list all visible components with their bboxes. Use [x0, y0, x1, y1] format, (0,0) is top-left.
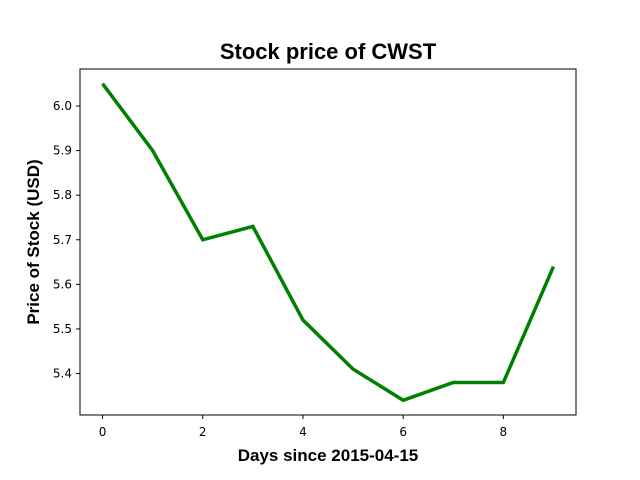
series-layer [101, 82, 556, 403]
x-axis-label: Days since 2015-04-15 [238, 446, 419, 465]
y-tick-label: 5.8 [53, 188, 72, 202]
x-tick-label: 0 [99, 425, 107, 439]
y-tick-label: 6.0 [53, 99, 72, 113]
price-line [101, 82, 556, 403]
y-tick-label: 5.5 [53, 322, 72, 336]
y-tick-label: 5.7 [53, 233, 72, 247]
y-axis: 5.4 5.5 5.6 5.7 5.8 5.9 6.0 [53, 99, 80, 381]
x-tick-label: 8 [500, 425, 508, 439]
chart-title: Stock price of CWST [220, 39, 437, 64]
y-axis-label: Price of Stock (USD) [24, 159, 43, 324]
x-axis: 0 2 4 6 8 [99, 415, 507, 439]
x-tick-label: 6 [399, 425, 407, 439]
plot-frame [79, 68, 577, 416]
y-tick-label: 5.6 [53, 277, 72, 291]
x-tick-label: 2 [199, 425, 207, 439]
y-tick-label: 5.9 [53, 144, 72, 158]
y-tick-label: 5.4 [53, 367, 72, 381]
x-tick-label: 4 [299, 425, 307, 439]
